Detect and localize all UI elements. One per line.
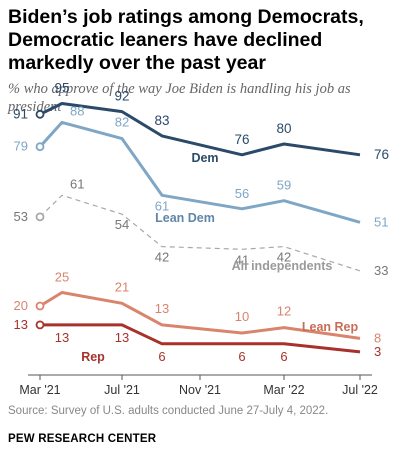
series-name-label: Lean Rep — [302, 320, 359, 334]
data-label: 6 — [238, 349, 245, 364]
series-names: Dem Lean Dem All independents Lean Rep Rep — [81, 151, 358, 364]
data-label: 13 — [55, 330, 69, 345]
data-label: 56 — [235, 186, 249, 201]
data-label: 83 — [154, 113, 169, 128]
organization-name: PEW RESEARCH CENTER — [8, 433, 157, 445]
data-label: 42 — [277, 250, 291, 265]
data-point — [35, 109, 45, 119]
data-label: 21 — [115, 279, 129, 294]
series-line — [40, 323, 361, 354]
data-label: 13 — [115, 330, 129, 345]
series-name-label: Dem — [191, 151, 218, 165]
chart-title: Biden’s job ratings among Democrats, Dem… — [8, 6, 364, 74]
data-label: 20 — [14, 298, 28, 313]
data-label: 51 — [374, 214, 388, 229]
series-line — [39, 102, 361, 157]
data-label: 54 — [115, 217, 129, 232]
data-labels: 91 95 92 83 76 80 76 79 88 82 61 56 59 51 53 61 54 42 41 42… — [13, 81, 389, 364]
series-name-label: Rep — [81, 350, 105, 364]
x-tick-label: Mar '22 — [263, 383, 304, 397]
data-label: 25 — [55, 270, 69, 285]
data-point — [35, 142, 45, 152]
series-name-label: Lean Dem — [155, 211, 215, 225]
data-label: 12 — [277, 304, 291, 319]
data-label: 42 — [155, 250, 169, 265]
data-label: 82 — [115, 115, 129, 130]
data-label: 61 — [155, 198, 169, 213]
x-tick-label: Nov '21 — [179, 383, 221, 397]
data-label: 76 — [374, 147, 389, 162]
x-tick-label: Jul '21 — [104, 383, 140, 397]
data-label: 91 — [13, 106, 28, 121]
series-name-label: All independents — [232, 259, 333, 273]
data-label: 80 — [276, 121, 291, 136]
data-point — [35, 320, 45, 330]
data-label: 95 — [54, 81, 69, 96]
data-point — [35, 301, 45, 311]
series-line — [38, 120, 361, 224]
data-label: 10 — [235, 309, 249, 324]
data-point — [35, 212, 45, 222]
series-lines — [35, 102, 361, 354]
data-label: 6 — [280, 349, 287, 364]
data-label: 3 — [374, 344, 381, 359]
data-label: 79 — [14, 139, 28, 154]
data-label: 59 — [277, 178, 291, 193]
series-line — [39, 194, 361, 272]
data-label: 13 — [14, 317, 28, 332]
x-tick-label: Mar '21 — [19, 383, 60, 397]
data-label: 88 — [70, 103, 84, 118]
x-axis-ticks: Mar '21 Jul '21 Nov '21 Mar '22 Jul '22 — [19, 375, 378, 397]
x-tick-label: Jul '22 — [342, 383, 378, 397]
data-label: 92 — [114, 89, 129, 104]
source-note: Source: Survey of U.S. adults conducted … — [8, 405, 329, 417]
data-label: 8 — [374, 330, 381, 345]
data-label: 76 — [234, 132, 249, 147]
data-label: 13 — [155, 301, 169, 316]
series-line — [39, 291, 361, 340]
data-label: 6 — [158, 349, 165, 364]
data-label: 53 — [14, 209, 28, 224]
data-label: 61 — [70, 176, 84, 191]
data-label: 41 — [235, 252, 249, 267]
data-label: 33 — [374, 263, 388, 278]
